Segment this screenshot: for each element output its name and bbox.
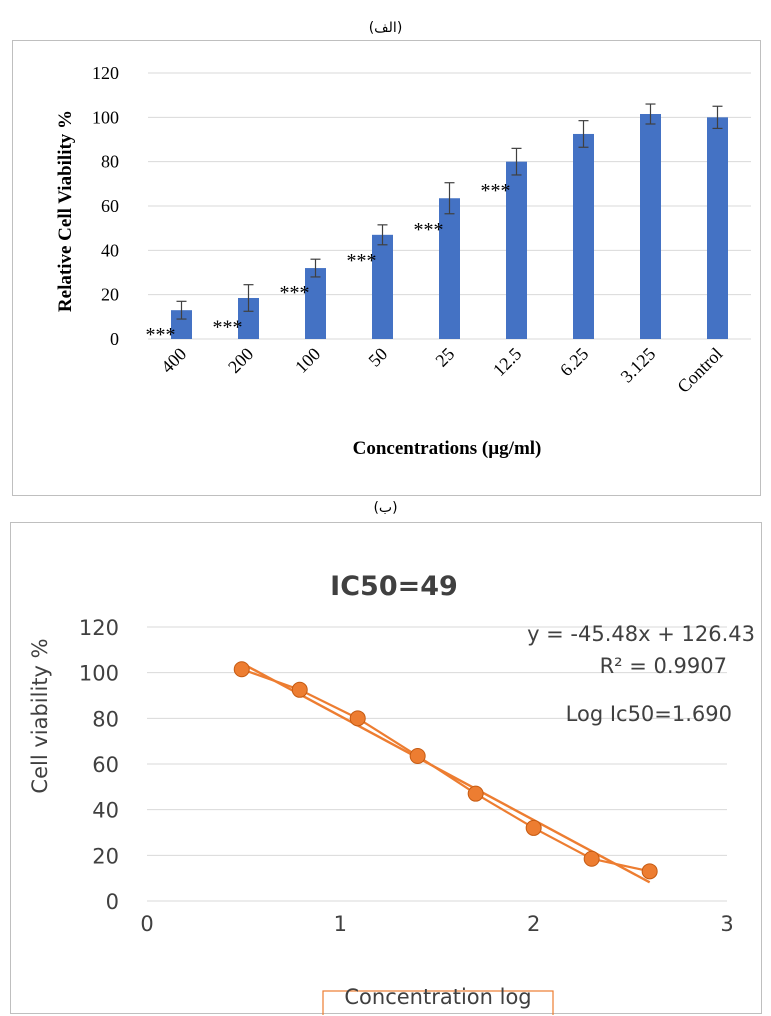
x-tick-label: 3 [720,912,733,936]
data-point [349,710,366,727]
bar [305,268,326,339]
bar [506,161,527,339]
x-axis-label: Concentration log [344,985,531,1009]
y-tick-label: 120 [79,616,119,640]
y-tick-label: 120 [92,63,119,83]
bar-chart-panel: 0 20 40 60 80 100 120 *** *** *** *** *** *** 400 20… [12,40,761,496]
significance-marker: *** [347,250,377,272]
significance-marker: *** [213,316,243,338]
data-point [233,661,250,678]
x-tick-label: 1 [334,912,347,936]
x-tick-label: 50 [364,344,391,371]
x-tick-label: 0 [140,912,153,936]
data-point [583,850,600,867]
y-tick-label: 20 [92,844,119,868]
x-axis-label-box [322,990,554,1015]
data-point [467,785,484,802]
x-tick-label: 400 [157,344,190,377]
significance-marker: *** [146,324,176,346]
bar [372,234,393,339]
y-tick-label: 60 [101,196,119,216]
chart-title: IC50=49 [330,571,458,602]
bar [640,114,661,339]
data-point [409,748,426,765]
scatter-chart-panel: 0 20 40 60 80 100 120 0 1 2 3 IC50=49 y = -45.48x… [10,522,762,1015]
series-line [241,668,650,873]
x-tick-label: 200 [224,344,257,377]
x-tick-label: 25 [431,344,458,371]
bar [573,133,594,339]
bar [439,198,460,339]
trendline [241,662,651,884]
y-axis-label: Relative Cell Viability % [55,110,76,312]
data-point [291,681,308,698]
data-point [641,863,658,880]
panel-b-caption: (ب) [373,500,398,516]
bar [171,310,192,339]
x-axis-label: Concentrations (µg/ml) [353,438,542,459]
bar-chart: 0 20 40 60 80 100 120 *** *** *** *** *** *** 400 20… [55,63,751,459]
y-tick-label: 100 [79,662,119,686]
y-tick-label: 100 [92,107,119,127]
x-tick-label: 12.5 [489,344,525,380]
panel-a-caption: (الف) [368,20,403,36]
y-tick-label: 20 [101,285,119,305]
x-tick-label: 100 [291,344,324,377]
x-tick-label: 3.125 [617,344,660,387]
log-ic50-label: Log Ic50=1.690 [566,702,732,726]
x-tick-label: Control [673,344,726,397]
bar [238,297,259,339]
significance-marker: *** [280,282,310,304]
significance-marker: *** [414,219,444,241]
y-tick-label: 40 [101,240,119,260]
x-tick-label: 2 [527,912,540,936]
y-tick-label: 0 [106,890,119,914]
y-tick-label: 80 [101,152,119,172]
y-tick-label: 0 [110,329,119,349]
data-point [525,819,542,836]
scatter-chart: 0 20 40 60 80 100 120 0 1 2 3 IC50=49 y = -45.48x… [28,571,755,1015]
x-tick-label: 6.25 [556,344,592,380]
r-squared-label: R² = 0.9907 [600,654,727,678]
significance-marker: *** [481,180,511,202]
y-tick-label: 60 [92,753,119,777]
y-axis-label: Cell viability % [28,638,52,793]
y-tick-label: 80 [92,707,119,731]
trendline-equation: y = -45.48x + 126.43 [527,622,755,646]
y-tick-label: 40 [92,799,119,823]
bar [707,117,728,339]
